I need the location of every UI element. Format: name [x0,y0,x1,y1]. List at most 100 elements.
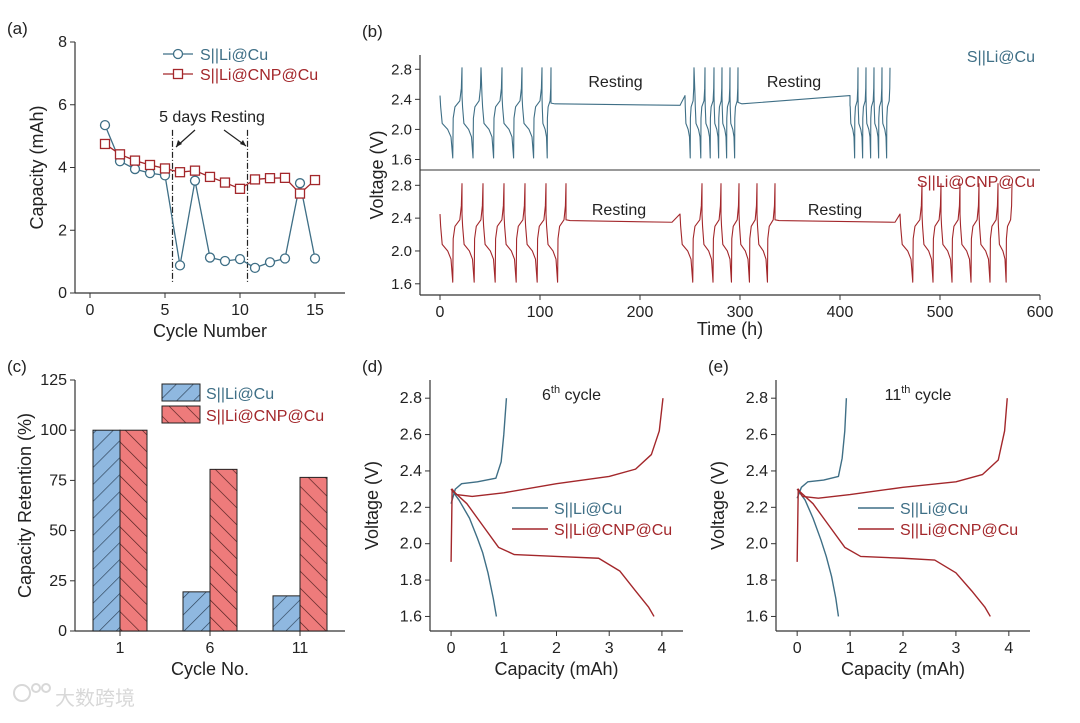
y-tick-label: 0 [58,623,67,640]
y-tick-label: 2.4 [746,463,768,480]
data-point [204,252,216,263]
arrow-head [240,140,246,146]
y-axis-label: Capacity (mAh) [27,105,47,229]
axes-c: 0 25 50 75 100 125 Cycle No. Capacity Retention… [7,357,345,679]
panel-label: (e) [708,357,729,376]
y-tick-label: 1.6 [391,276,412,293]
resting-label: Resting [592,202,646,219]
data-point [174,260,186,271]
y-axis-label: Capacity Retention (%) [15,413,35,598]
resting-label: Resting [767,74,821,91]
x-tick-label: 200 [627,304,654,321]
y-tick-label: 2.0 [746,536,768,553]
x-tick-label: 600 [1027,304,1054,321]
panel-title: 11th cycle [885,384,952,404]
x-axis-label: Cycle No. [171,659,249,679]
y-tick-label: 125 [40,372,67,389]
x-tick-label: 1 [499,640,508,657]
x-tick-label: 11 [292,640,309,657]
x-tick-label: 3 [605,640,614,657]
legend-label: S||Li@CNP@Cu [206,408,324,425]
data-point [279,253,291,264]
legend-marker [172,48,184,60]
y-tick-label: 75 [49,472,67,489]
y-tick-label: 2.6 [746,427,768,444]
data-point [279,172,291,184]
data-point [189,165,201,176]
legend-label: S||Li@CNP@Cu [900,522,1018,539]
arrow-head [176,140,182,147]
axes-a: 0 5 10 15 0 2 4 6 8 Cycle Number Capacity (mAh) (a) [7,19,345,341]
series-label: S||Li@CNP@Cu [917,174,1035,191]
series-label: S||Li@Cu [967,49,1035,66]
data-point [189,175,201,186]
x-tick-label: 10 [231,302,249,319]
legend-swatch [161,383,201,402]
legend-label: S||Li@Cu [554,501,622,518]
panel-label: (a) [7,19,28,38]
y-axis-label: Voltage (V) [708,461,728,550]
watermark: 大数跨境 [55,687,135,710]
data-point [219,177,231,188]
x-tick-label: 0 [447,640,456,657]
axes-e: 0 1 2 3 4 1.6 1.8 2.0 2.2 2.4 2.6 2.8 Capacity (mAh)… [708,357,1030,679]
series-line [104,124,316,269]
y-tick-label: 2.8 [746,390,768,407]
axes-d: 0 1 2 3 4 1.6 1.8 2.0 2.2 2.4 2.6 2.8 Capacity (mAh)… [362,357,683,679]
voltage-trace [439,67,891,159]
y-tick-label: 100 [40,422,67,439]
panel-e-plot: 11th cycle S||Li@Cu S||Li@CNP@Cu [796,384,1018,617]
x-tick-label: 300 [727,304,754,321]
panel-c-plot: 1 6 11 S||Li@Cu S||Li@CNP@Cu [92,383,328,657]
panel-label: (d) [362,357,383,376]
y-tick-label: 2 [58,222,67,239]
voltage-curve [796,488,840,617]
data-point [129,155,141,166]
data-point [309,253,321,264]
x-tick-label: 1 [846,640,855,657]
x-tick-label: 1 [116,640,125,657]
data-point [114,149,126,160]
data-point [264,173,276,184]
resting-label: Resting [588,74,642,91]
y-tick-label: 2.8 [400,390,422,407]
data-point [249,262,261,274]
y-tick-label: 2.4 [391,210,412,227]
data-point [249,174,261,185]
bar [209,468,238,632]
x-axis-label: Cycle Number [153,321,267,341]
data-point [294,188,306,199]
voltage-trace [439,183,1013,283]
y-tick-label: 1.6 [391,151,412,168]
x-tick-label: 400 [827,304,854,321]
legend-label: S||Li@Cu [206,386,274,403]
legend-label: S||Li@Cu [900,501,968,518]
y-tick-label: 2.2 [400,499,422,516]
data-point [159,163,171,174]
legend-swatch [161,405,201,424]
x-tick-label: 2 [552,640,561,657]
legend-label: S||Li@CNP@Cu [200,67,318,84]
y-tick-label: 2.8 [391,61,412,78]
y-tick-label: 2.0 [391,121,412,138]
x-tick-label: 6 [206,640,215,657]
y-tick-label: 8 [58,34,67,51]
x-tick-label: 4 [657,640,666,657]
y-tick-label: 2.0 [391,243,412,260]
x-tick-label: 15 [306,302,324,319]
panel-b-plot: 0 100 200 300 400 500 600 Time (h) Voltage (V) (b… [362,22,1053,339]
data-point [294,178,306,189]
data-point [264,257,276,268]
x-axis-label: Time (h) [697,319,763,339]
bar [299,476,328,632]
data-point [309,174,321,186]
x-tick-label: 0 [86,302,95,319]
x-axis-label: Capacity (mAh) [841,659,965,679]
x-tick-label: 5 [161,302,170,319]
data-point [234,183,246,194]
x-tick-label: 500 [927,304,954,321]
panel-a-plot: 5 days Resting S||Li@Cu S||Li@CNP@Cu [99,47,321,283]
y-tick-label: 6 [58,97,67,114]
watermark-logo-icon [13,683,51,702]
